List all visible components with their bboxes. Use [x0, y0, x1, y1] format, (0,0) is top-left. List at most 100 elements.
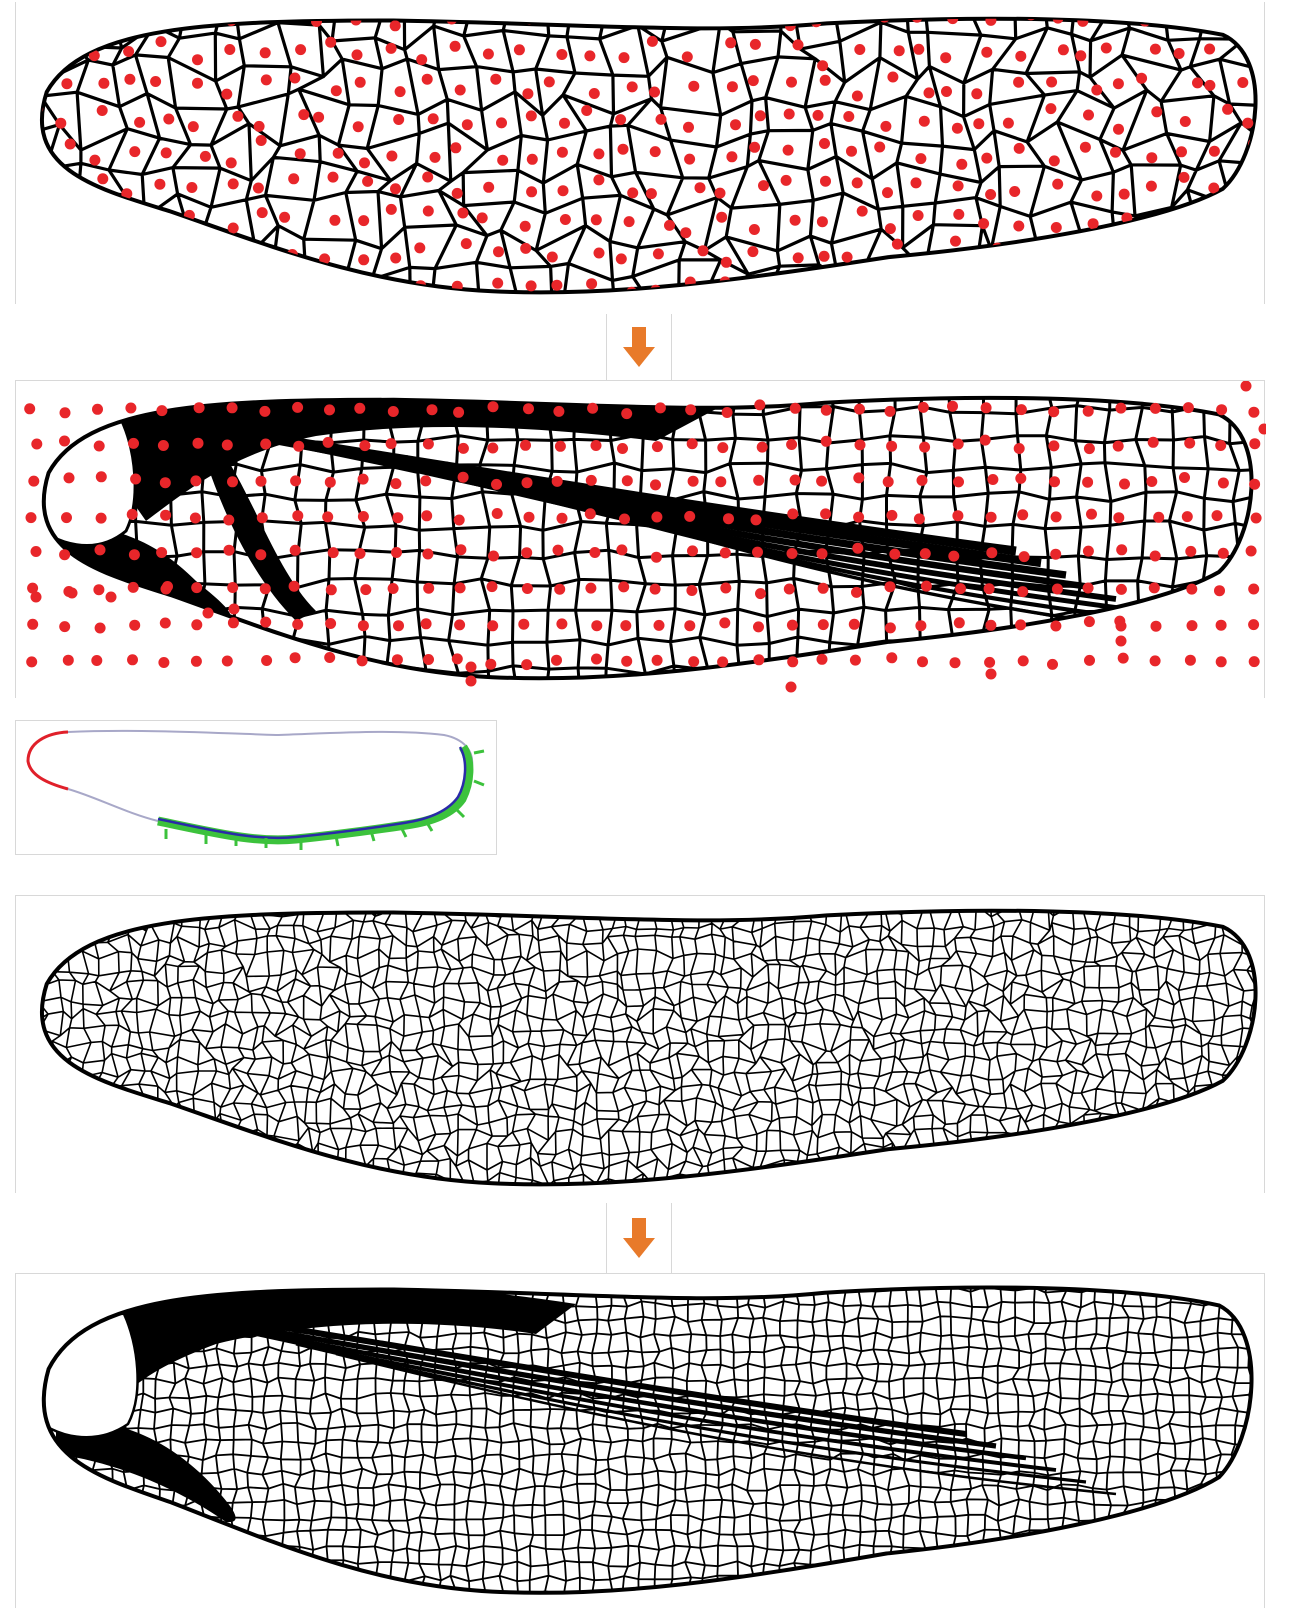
seed-point: [525, 280, 537, 292]
seed-point: [454, 582, 466, 594]
seed-point: [1020, 281, 1032, 293]
seed-point: [590, 440, 602, 451]
seed-point: [351, 49, 363, 61]
seed-point: [1075, 50, 1087, 62]
seed-point: [593, 148, 605, 160]
seed-point: [123, 46, 135, 57]
seed-point: [354, 76, 366, 88]
seed-point: [1237, 77, 1249, 88]
seed-point: [288, 173, 300, 185]
seed-point: [41, 18, 43, 20]
seed-point: [127, 581, 139, 593]
seed-point: [949, 657, 961, 669]
seed-point: [1048, 440, 1060, 452]
seed-point: [950, 235, 961, 247]
main-vein: [335, 1352, 1117, 1496]
seed-point: [719, 547, 731, 559]
seed-point: [730, 119, 741, 131]
seed-point: [1199, 207, 1211, 219]
seed-point: [1118, 188, 1130, 200]
seed-point: [907, 256, 919, 268]
seed-point: [783, 108, 795, 120]
seed-point: [543, 76, 555, 88]
seed-point: [391, 654, 403, 666]
seed-point: [30, 546, 42, 557]
seed-point: [973, 118, 985, 130]
seed-point: [1149, 43, 1161, 55]
seed-point: [781, 279, 793, 291]
seed-point: [1148, 582, 1160, 594]
seed-point: [126, 252, 138, 264]
seed-point: [749, 38, 761, 50]
seed-point: [551, 475, 563, 487]
seed-point: [616, 544, 628, 556]
seed-point: [752, 546, 763, 558]
seed-point: [1120, 246, 1132, 258]
seed-point: [164, 228, 175, 240]
seed-point: [1112, 78, 1124, 90]
seed-point: [26, 205, 37, 216]
seed-point: [987, 474, 999, 485]
seed-point: [313, 111, 325, 123]
seed-point: [354, 548, 366, 559]
seed-point: [25, 512, 37, 524]
seed-point: [684, 153, 696, 165]
seed-point: [260, 438, 272, 450]
seed-point: [715, 476, 727, 488]
seed-point: [1051, 583, 1063, 595]
seed-point: [884, 223, 896, 235]
seed-point: [30, 591, 42, 603]
seed-point: [1147, 436, 1159, 448]
seed-point: [525, 110, 537, 122]
seed-point: [518, 618, 530, 630]
fixed-boundary-red: [26, 730, 69, 791]
seed-point: [919, 548, 931, 560]
seed-point: [393, 114, 405, 125]
seed-point: [385, 286, 397, 293]
seed-point: [226, 402, 238, 414]
seed-point: [714, 187, 726, 199]
seed-point: [717, 656, 729, 668]
seed-point: [362, 175, 374, 187]
seed-point: [1176, 18, 1187, 26]
seed-point: [1149, 655, 1161, 667]
seed-point: [55, 117, 67, 129]
seed-point: [551, 279, 563, 291]
seed-point: [983, 583, 995, 595]
seed-point: [1087, 218, 1099, 230]
seed-point: [296, 18, 308, 20]
seed-point: [584, 50, 596, 62]
seed-point: [1215, 440, 1227, 451]
seed-point: [981, 46, 993, 58]
seed-point: [697, 245, 709, 257]
seed-point: [53, 18, 65, 30]
seed-point: [1049, 282, 1060, 293]
seed-point: [1086, 285, 1098, 293]
seed-point: [1192, 77, 1203, 89]
seed-point: [61, 78, 73, 90]
seed-point: [1015, 619, 1027, 631]
seed-point: [255, 135, 267, 146]
seed-point: [298, 109, 310, 121]
seed-point: [288, 580, 300, 592]
seed-point: [1248, 656, 1260, 668]
seed-point: [1084, 654, 1095, 666]
seed-point: [259, 47, 271, 59]
seed-point: [223, 544, 235, 556]
seed-point: [487, 620, 499, 632]
seed-point: [591, 620, 603, 632]
seed-point: [1142, 225, 1154, 237]
seed-point: [887, 71, 899, 83]
seed-point: [650, 551, 662, 563]
main-vein: [255, 1332, 1057, 1472]
seed-point: [476, 212, 488, 224]
arrow-callout: [606, 314, 672, 380]
seed-point: [816, 475, 828, 487]
seed-point: [1249, 438, 1261, 450]
seed-point: [293, 440, 305, 452]
seed-point: [224, 44, 236, 55]
seed-point: [655, 113, 667, 125]
seed-point: [360, 584, 372, 596]
seed-point: [253, 120, 265, 132]
seed-point: [387, 406, 399, 417]
